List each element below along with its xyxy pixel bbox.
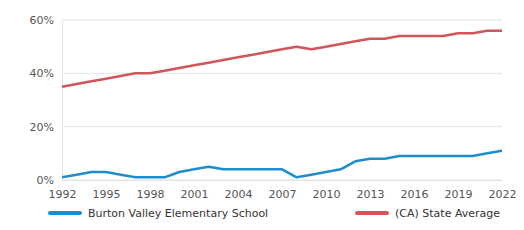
- y-axis: 0% 20% 40% 60%: [30, 14, 63, 187]
- y-axis-line: [62, 21, 63, 181]
- x-tick: 2001: [181, 180, 209, 201]
- x-tick: 1998: [137, 180, 165, 201]
- x-tick-label: 2019: [445, 188, 473, 201]
- x-tick: 1995: [93, 180, 121, 201]
- x-tick: 2022: [489, 180, 517, 201]
- legend-item: Burton Valley Elementary School: [50, 207, 268, 220]
- chart: 0% 20% 40% 60% 1992 1995 1998 2001 2004 2007 2010 2…: [0, 0, 524, 230]
- x-axis: 1992 1995 1998 2001 2004 2007 2010 2013 2016 2019…: [49, 180, 517, 201]
- x-tick-label: 2010: [313, 188, 341, 201]
- y-tick: 0%: [37, 174, 62, 187]
- x-tick-label: 2022: [489, 188, 517, 201]
- legend-swatch: [357, 211, 387, 215]
- grid-line: [62, 126, 502, 127]
- x-tick: 2010: [313, 180, 341, 201]
- y-tick: 20%: [30, 121, 62, 134]
- legend-item: (CA) State Average: [357, 207, 500, 220]
- x-tick: 2007: [269, 180, 297, 201]
- x-tick: 1992: [49, 180, 77, 201]
- y-tick: 40%: [30, 67, 62, 80]
- y-tick-label: 40%: [30, 67, 54, 80]
- x-tick: 2004: [225, 180, 253, 201]
- x-tick: 2016: [401, 180, 429, 201]
- legend: Burton Valley Elementary School (CA) Stat…: [50, 207, 500, 220]
- grid: [62, 20, 502, 180]
- x-tick-label: 2004: [225, 188, 253, 201]
- series-line: [62, 31, 502, 87]
- x-tick-label: 1992: [49, 188, 77, 201]
- series-line: [62, 151, 502, 178]
- legend-label: (CA) State Average: [395, 207, 500, 220]
- x-axis-line: [63, 180, 503, 181]
- x-tick-label: 2007: [269, 188, 297, 201]
- grid-line: [62, 20, 502, 21]
- x-tick: 2013: [357, 180, 385, 201]
- x-tick-label: 1998: [137, 188, 165, 201]
- legend-swatch: [50, 211, 80, 215]
- plot-area: [62, 31, 502, 178]
- x-tick: 2019: [445, 180, 473, 201]
- x-tick-label: 2001: [181, 188, 209, 201]
- x-tick-label: 1995: [93, 188, 121, 201]
- legend-label: Burton Valley Elementary School: [88, 207, 268, 220]
- y-tick-label: 20%: [30, 121, 54, 134]
- y-tick-label: 60%: [30, 14, 54, 27]
- x-tick-label: 2016: [401, 188, 429, 201]
- y-tick-label: 0%: [37, 174, 54, 187]
- y-tick: 60%: [30, 14, 62, 27]
- grid-line: [62, 180, 502, 181]
- x-tick-label: 2013: [357, 188, 385, 201]
